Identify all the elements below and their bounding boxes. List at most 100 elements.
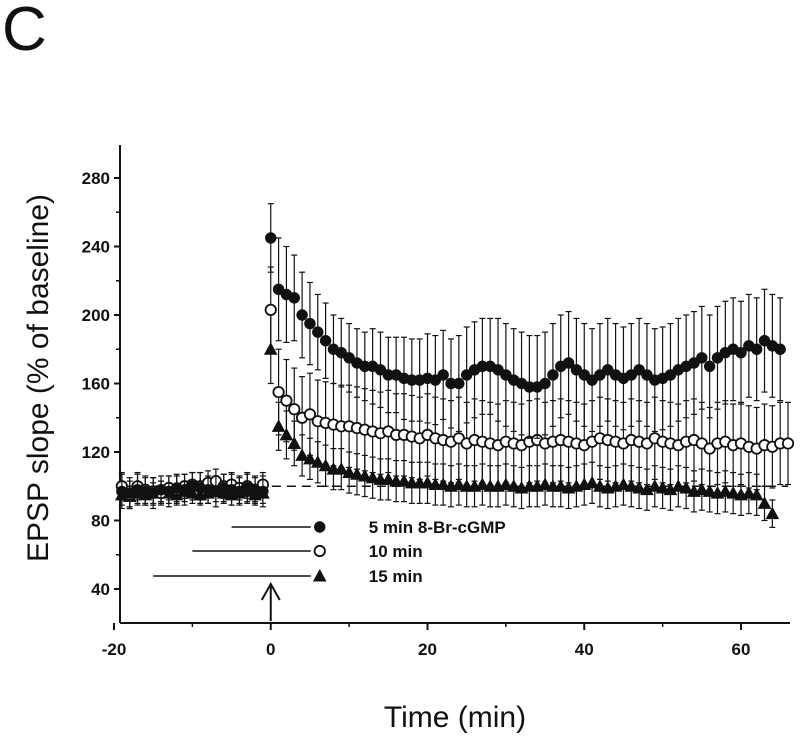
data-point-filled-triangle [757, 496, 772, 509]
data-point-filled-circle [696, 352, 708, 364]
baseline-layer [121, 485, 789, 621]
data-point-filled-circle [602, 364, 614, 376]
legend-layer: 5 min 8-Br-cGMP 10 min 15 min [153, 518, 506, 586]
y-tick-label: 120 [82, 443, 110, 462]
data-point-filled-circle [570, 364, 583, 376]
data-point-filled-circle [758, 334, 771, 347]
data-point-filled-triangle [647, 479, 662, 492]
y-tick-label: 240 [82, 238, 110, 257]
data-point-filled-circle [633, 364, 645, 376]
y-tick-label: 200 [82, 306, 110, 325]
application-arrow-head [260, 581, 281, 601]
series-layer [114, 203, 795, 528]
data-point-open-circle [264, 303, 277, 316]
data-point-filled-circle [774, 343, 786, 355]
data-point-filled-circle [437, 369, 449, 381]
legend-label: 10 min [369, 542, 423, 561]
data-point-filled-circle [335, 346, 347, 359]
data-point-filled-circle [257, 485, 269, 498]
data-point-filled-triangle [365, 470, 380, 484]
data-point-filled-circle [288, 292, 300, 304]
data-point-filled-triangle [726, 486, 741, 499]
data-point-filled-circle [272, 283, 285, 296]
data-point-filled-triangle [420, 475, 435, 489]
data-point-open-circle [313, 544, 326, 558]
data-point-filled-circle [319, 334, 332, 347]
data-point-filled-circle [500, 369, 512, 381]
data-point-filled-triangle [655, 480, 670, 494]
y-tick-label: 160 [82, 375, 110, 394]
data-point-filled-triangle [312, 568, 327, 582]
data-point-filled-triangle [624, 479, 639, 492]
data-point-filled-circle [547, 369, 559, 381]
data-point-filled-triangle [357, 468, 372, 482]
legend-label: 5 min 8-Br-cGMP [369, 518, 506, 537]
data-point-filled-triangle [436, 477, 451, 491]
data-point-filled-triangle [318, 458, 333, 472]
axes-layer: 40 80 120 160 200 240 280 -20 0 20 40 60 [82, 145, 790, 659]
x-tick-label: 40 [575, 640, 594, 659]
data-point-filled-circle [429, 374, 442, 386]
data-point-filled-triangle [452, 477, 466, 491]
data-point-filled-circle [539, 377, 551, 390]
series-1 [116, 203, 786, 510]
data-point-filled-triangle [381, 472, 396, 485]
y-axis-title: EPSP slope (% of baseline) [22, 194, 55, 562]
data-point-filled-circle [625, 369, 637, 381]
y-tick-label: 40 [91, 580, 110, 599]
data-point-filled-triangle [553, 479, 568, 492]
data-point-filled-circle [711, 352, 724, 364]
data-point-filled-circle [578, 369, 590, 381]
data-point-filled-triangle [749, 487, 764, 501]
data-point-filled-circle [750, 343, 763, 355]
data-point-open-circle [272, 385, 285, 399]
data-point-filled-circle [664, 369, 677, 381]
panel-label: C [2, 0, 47, 64]
data-point-filled-circle [265, 232, 277, 244]
data-point-filled-circle [703, 360, 716, 373]
data-point-filled-triangle [694, 482, 709, 496]
data-point-open-circle [781, 437, 795, 450]
data-point-filled-circle [343, 352, 355, 364]
data-point-filled-circle [735, 346, 747, 359]
data-point-filled-circle [492, 364, 504, 376]
data-point-filled-triangle [397, 474, 411, 487]
data-point-filled-triangle [334, 462, 349, 475]
data-point-filled-circle [312, 326, 324, 338]
data-point-filled-triangle [632, 480, 646, 494]
data-point-filled-circle [562, 357, 575, 369]
data-point-filled-triangle [702, 484, 717, 497]
data-point-filled-circle [688, 357, 700, 369]
data-point-filled-triangle [718, 484, 733, 497]
data-point-filled-triangle [350, 467, 364, 480]
x-tick-label: 60 [732, 640, 751, 659]
data-point-filled-triangle [765, 506, 780, 520]
data-point-filled-circle [314, 521, 326, 533]
data-point-filled-circle [453, 377, 465, 390]
data-point-open-circle [280, 394, 293, 407]
data-point-filled-triangle [506, 479, 521, 492]
data-point-filled-triangle [741, 486, 756, 499]
data-point-filled-triangle [593, 479, 607, 492]
data-point-filled-triangle [499, 477, 513, 491]
x-tick-label: 20 [418, 640, 437, 659]
y-tick-label: 280 [82, 169, 110, 188]
data-point-filled-circle [460, 369, 473, 381]
x-axis-title: Time (min) [384, 701, 526, 734]
data-point-open-circle [288, 403, 301, 416]
data-point-filled-circle [586, 374, 598, 386]
data-point-filled-triangle [303, 451, 317, 465]
series-2 [115, 266, 795, 510]
data-point-filled-triangle [679, 480, 693, 494]
x-tick-label: 0 [266, 640, 275, 659]
data-point-filled-circle [296, 309, 308, 321]
data-point-filled-triangle [342, 465, 356, 479]
data-point-filled-circle [594, 369, 606, 381]
data-point-filled-circle [641, 369, 653, 381]
legend-label: 15 min [369, 567, 423, 586]
x-tick-label: -20 [102, 640, 127, 659]
data-point-filled-triangle [475, 477, 490, 491]
data-point-open-circle [303, 408, 317, 421]
data-point-filled-circle [374, 364, 387, 376]
